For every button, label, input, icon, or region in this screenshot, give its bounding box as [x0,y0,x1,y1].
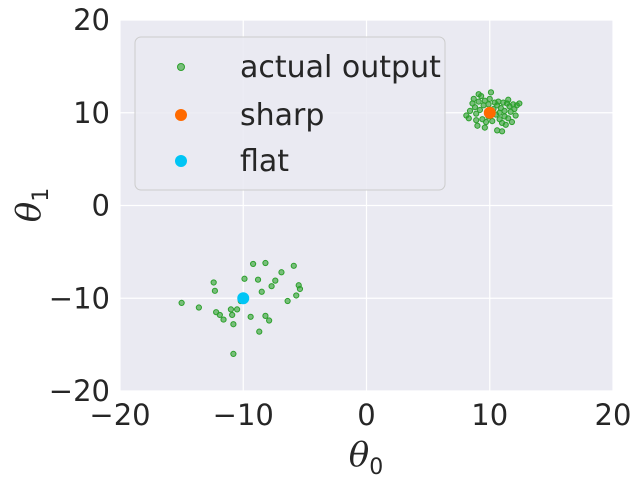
point-actual-output [482,118,490,126]
point-actual-output [210,279,217,286]
point-actual-output [296,285,304,293]
x-tick-label: −10 [213,398,274,432]
point-actual-output [256,328,263,335]
point-actual-output [481,124,488,131]
x-axis-label: θ0 [349,435,383,480]
y-tick-label: 0 [92,189,110,223]
point-actual-output [476,106,483,114]
point-actual-output [495,98,502,105]
legend-label-flat: flat [240,144,289,179]
point-actual-output [470,95,477,102]
point-actual-output [501,107,508,114]
point-actual-output [247,313,254,320]
point-actual-output [229,311,236,319]
legend-marker-flat [175,155,187,167]
point-actual-output [486,95,493,102]
point-actual-output [478,92,485,100]
point-actual-output [284,297,291,305]
point-actual-output [220,316,227,323]
point-actual-output [473,110,480,117]
point-actual-output [516,100,523,107]
y-tick-labels: −20 −10 0 10 20 [49,3,110,408]
point-actual-output [496,109,503,116]
x-tick-label: 20 [595,398,632,432]
data-points [178,89,523,357]
y-tick-label: −20 [49,374,110,408]
legend-marker-sharp [175,109,187,121]
x-tick-label: −20 [89,398,150,432]
point-actual-output [262,312,269,319]
point-actual-output [512,112,519,119]
x-tick-label: 10 [471,398,508,432]
point-actual-output [254,276,262,283]
point-actual-output [489,117,496,125]
point-actual-output [278,269,285,276]
point-actual-output [230,321,237,328]
y-axis-label: θ1 [9,188,54,222]
point-actual-output [241,275,248,282]
point-actual-output [498,128,506,135]
point-actual-output [290,262,297,269]
point-sharp [483,106,496,119]
point-actual-output [227,306,235,313]
point-actual-output [465,115,472,122]
point-actual-output [502,121,509,128]
legend-marker-actual-output [177,63,185,71]
point-actual-output [195,304,202,311]
point-actual-output [485,101,492,108]
point-actual-output [508,118,516,126]
point-actual-output [258,288,265,295]
point-actual-output [494,127,501,134]
point-actual-output [216,311,223,319]
legend-box [134,36,446,191]
legend-label-actual-output: actual output [240,50,441,85]
point-actual-output [268,283,275,290]
point-actual-output [211,287,219,294]
point-actual-output [262,259,269,267]
legend: actual output sharp flat [134,36,446,191]
point-actual-output [475,98,482,105]
point-flat [237,292,250,305]
point-actual-output [230,350,237,357]
point-actual-output [466,107,474,114]
point-actual-output [266,317,273,324]
point-actual-output [178,299,185,306]
point-actual-output [471,104,479,111]
point-actual-output [250,260,257,268]
x-tick-labels: −20 −10 0 10 20 [89,398,631,432]
point-actual-output [487,89,495,96]
point-actual-output [233,306,241,313]
point-actual-output [293,292,300,299]
point-actual-output [505,96,512,103]
point-actual-output [473,117,480,124]
y-tick-label: 20 [73,3,110,37]
x-tick-label: 0 [357,398,375,432]
point-actual-output [505,115,512,122]
y-tick-label: −10 [49,281,110,315]
y-tick-label: 10 [73,96,110,130]
legend-label-sharp: sharp [240,98,324,133]
point-actual-output [474,122,481,129]
point-actual-output [272,277,279,284]
